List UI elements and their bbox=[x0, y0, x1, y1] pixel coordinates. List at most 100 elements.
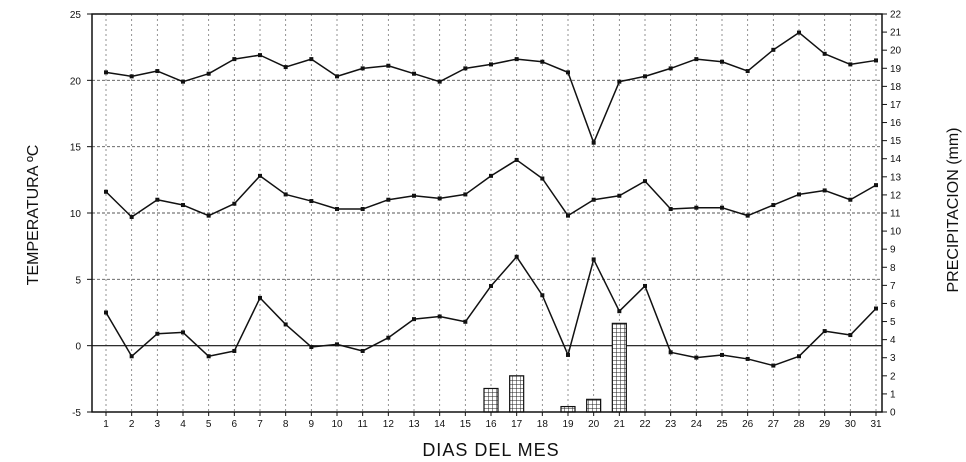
x-tick-label: 30 bbox=[845, 419, 857, 430]
data-point bbox=[463, 192, 468, 197]
data-point bbox=[129, 214, 134, 219]
data-point bbox=[489, 173, 493, 178]
y-left-tick-label: 15 bbox=[70, 143, 82, 154]
y-right-tick-label: 20 bbox=[890, 46, 902, 57]
x-tick-label: 25 bbox=[716, 419, 728, 430]
x-tick-label: 17 bbox=[511, 419, 523, 430]
x-tick-label: 5 bbox=[206, 419, 212, 430]
y-right-tick-label: 7 bbox=[890, 281, 896, 292]
data-point bbox=[129, 74, 134, 79]
data-point bbox=[155, 69, 160, 74]
data-point bbox=[360, 348, 365, 353]
data-point bbox=[463, 66, 468, 71]
x-tick-label: 15 bbox=[460, 419, 472, 430]
y-right-tick-label: 12 bbox=[890, 190, 902, 201]
data-point bbox=[181, 203, 185, 208]
y-left-tick-label: 20 bbox=[70, 76, 82, 87]
data-point bbox=[643, 74, 647, 79]
x-tick-label: 14 bbox=[434, 419, 446, 430]
data-point bbox=[643, 179, 647, 184]
data-point bbox=[309, 344, 314, 349]
y-right-tick-label: 0 bbox=[890, 408, 896, 419]
data-point bbox=[540, 293, 545, 298]
y-right-tick-label: 5 bbox=[890, 317, 896, 328]
y-right-tick-label: 4 bbox=[890, 335, 896, 346]
data-point bbox=[181, 79, 185, 84]
data-point bbox=[566, 352, 570, 357]
x-tick-label: 1 bbox=[103, 419, 109, 430]
data-point bbox=[771, 363, 776, 368]
data-point bbox=[283, 192, 288, 197]
data-point bbox=[386, 197, 391, 202]
data-point bbox=[822, 188, 827, 193]
data-point bbox=[668, 207, 673, 212]
x-tick-label: 7 bbox=[257, 419, 263, 430]
x-tick-label: 23 bbox=[665, 419, 677, 430]
y-right-tick-label: 15 bbox=[890, 136, 902, 147]
y-right-tick-label: 3 bbox=[890, 353, 896, 364]
y-right-tick-label: 17 bbox=[890, 100, 902, 111]
data-point bbox=[745, 69, 750, 74]
data-point bbox=[258, 53, 262, 58]
data-point bbox=[489, 283, 493, 288]
data-point bbox=[591, 257, 596, 262]
data-point bbox=[617, 79, 622, 84]
y-left-tick-label: 5 bbox=[75, 275, 81, 286]
data-point bbox=[822, 329, 827, 334]
data-point bbox=[797, 354, 801, 359]
data-point bbox=[720, 59, 724, 64]
x-tick-label: 27 bbox=[768, 419, 780, 430]
data-point bbox=[360, 207, 365, 212]
x-tick-label: 19 bbox=[562, 419, 574, 430]
x-tick-label: 9 bbox=[309, 419, 315, 430]
x-tick-label: 18 bbox=[537, 419, 549, 430]
data-point bbox=[463, 319, 468, 324]
y-right-tick-label: 1 bbox=[890, 389, 896, 400]
data-point bbox=[386, 335, 391, 340]
data-point bbox=[206, 213, 211, 218]
y-right-tick-label: 16 bbox=[890, 118, 902, 129]
data-point bbox=[309, 199, 314, 204]
x-tick-label: 2 bbox=[129, 419, 135, 430]
y-right-tick-label: 2 bbox=[890, 371, 896, 382]
y-right-tick-label: 10 bbox=[890, 227, 902, 238]
x-tick-label: 29 bbox=[819, 419, 831, 430]
data-point bbox=[514, 157, 519, 162]
data-point bbox=[155, 197, 160, 202]
x-tick-label: 13 bbox=[408, 419, 420, 430]
data-point bbox=[489, 62, 493, 67]
x-tick-label: 12 bbox=[383, 419, 395, 430]
data-point bbox=[874, 183, 878, 188]
y-right-tick-label: 14 bbox=[890, 154, 902, 165]
data-point bbox=[360, 66, 365, 71]
data-point bbox=[540, 59, 545, 64]
data-point bbox=[412, 193, 416, 198]
x-axis-title: DIAS DEL MES bbox=[422, 440, 559, 460]
precipitation-bar bbox=[586, 398, 602, 413]
data-point bbox=[258, 295, 262, 300]
data-point bbox=[514, 254, 519, 259]
temperature-series bbox=[104, 30, 878, 368]
y-right-tick-label: 6 bbox=[890, 299, 896, 310]
data-point bbox=[771, 47, 776, 52]
data-point bbox=[206, 354, 211, 359]
data-point bbox=[694, 205, 699, 210]
data-point bbox=[104, 310, 108, 315]
precipitation-bar bbox=[611, 322, 627, 413]
data-point bbox=[232, 57, 237, 62]
data-point bbox=[283, 65, 288, 70]
y-left-tick-label: 10 bbox=[70, 209, 82, 220]
data-point bbox=[412, 317, 416, 322]
data-point bbox=[540, 176, 545, 181]
x-tick-label: 8 bbox=[283, 419, 289, 430]
x-tick-label: 11 bbox=[357, 419, 368, 430]
x-tick-label: 6 bbox=[232, 419, 238, 430]
data-point bbox=[720, 352, 724, 357]
y-right-tick-label: 8 bbox=[890, 263, 896, 274]
data-point bbox=[848, 333, 853, 338]
data-point bbox=[848, 197, 853, 202]
y-right-tick-label: 21 bbox=[890, 28, 902, 39]
x-tick-label: 31 bbox=[870, 419, 882, 430]
data-point bbox=[412, 71, 416, 76]
